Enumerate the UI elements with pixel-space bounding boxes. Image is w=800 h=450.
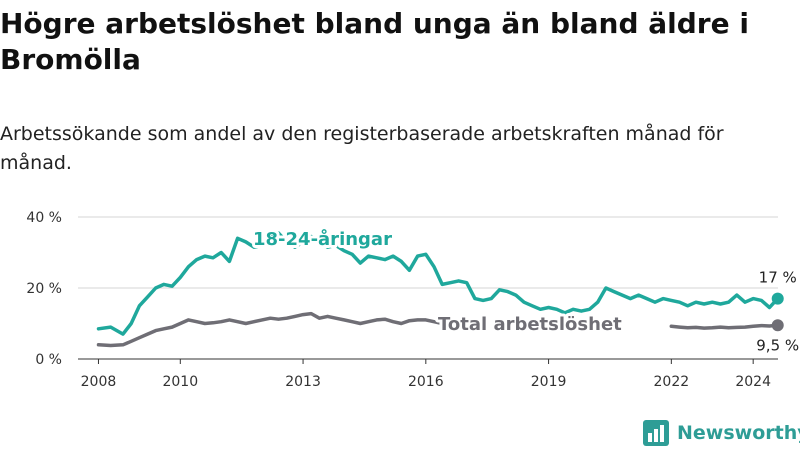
chart-subtitle: Arbetssökande som andel av den registerb… [0,123,724,174]
youth-end-value: 17 % [759,269,797,287]
total-series-label: Total arbetslöshet [438,314,622,335]
brand-logo: Newsworthy [643,418,800,448]
chart-title: Högre arbetslöshet bland unga än bland ä… [0,7,749,76]
x-tick-label: 2013 [285,374,321,390]
y-tick-label: 0 % [35,352,62,368]
x-tick-label: 2019 [531,374,567,390]
total-series-line [96,311,453,348]
y-tick-label: 20 % [26,281,62,297]
brand-name: Newsworthy [677,422,800,444]
x-tick-label: 2016 [408,374,444,390]
y-tick-label: 40 % [26,210,62,226]
youth-series-line-end-marker [771,292,784,305]
total-end-value: 9,5 % [756,336,799,354]
bar-chart-logo-icon [643,420,669,446]
x-tick-label: 2024 [735,374,771,390]
youth-series-label: 18-24-åringar [253,228,392,250]
total-series-line [669,323,780,330]
youth-series-line [96,231,780,336]
total-series-line-end-marker [771,319,784,332]
x-tick-label: 2022 [654,374,690,390]
x-tick-label: 2008 [81,374,117,390]
x-tick-label: 2010 [162,374,198,390]
line-chart: 0 %20 %40 %2008 2010 2013 2016 2019 2022 2024 … [26,210,799,390]
